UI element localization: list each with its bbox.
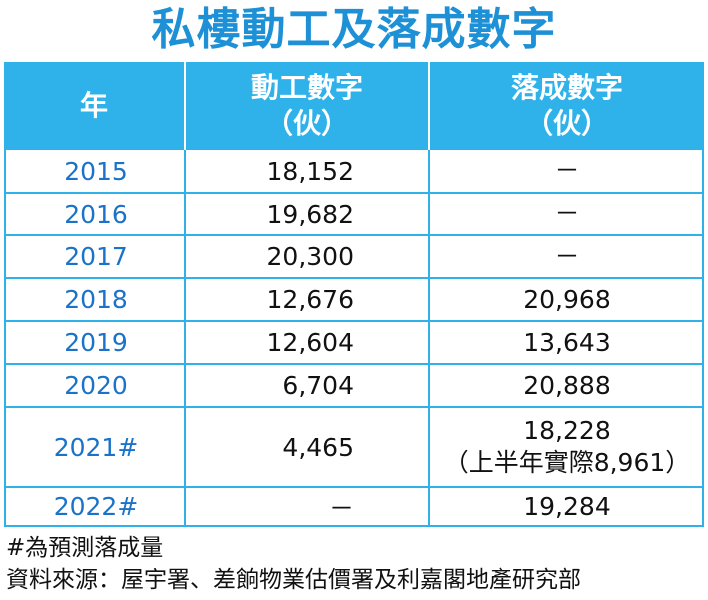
year-cell: 2021# xyxy=(53,432,139,462)
table-header: 年 動工數字 （伙） 落成數字 （伙） xyxy=(4,62,704,150)
completions-note: （上半年實際8,961） xyxy=(443,448,691,477)
completions-cell: 20,888 xyxy=(523,370,611,400)
footnotes: #為預測落成量 資料來源：屋宇署、差餉物業估價署及利嘉閣地產研究部 xyxy=(6,532,706,596)
year-cell: 2015 xyxy=(64,156,128,186)
header-starts-unit: （伙） xyxy=(264,107,349,140)
data-table: 年 動工數字 （伙） 落成數字 （伙） 2015 18,152 － 2016 xyxy=(4,62,704,527)
table-body: 2015 18,152 － 2016 19,682 － 2017 20,300 … xyxy=(4,150,704,527)
completions-cell: － xyxy=(554,241,580,271)
table-row: 2020 6,704 20,888 xyxy=(6,365,702,408)
header-year: 年 xyxy=(4,62,184,150)
completions-cell: 13,643 xyxy=(523,327,611,357)
starts-cell: 6,704 xyxy=(282,371,354,400)
completions-cell: 20,968 xyxy=(523,284,611,314)
header-divider xyxy=(184,62,186,150)
year-cell: 2016 xyxy=(64,199,128,229)
completions-cell: 19,284 xyxy=(523,491,611,521)
table-row: 2015 18,152 － xyxy=(6,150,702,194)
starts-cell: 4,465 xyxy=(282,432,354,462)
year-cell: 2022# xyxy=(53,492,139,521)
header-completions: 落成數字 （伙） xyxy=(430,62,704,150)
table-row: 2019 12,604 13,643 xyxy=(6,322,702,365)
source-note: 資料來源：屋宇署、差餉物業估價署及利嘉閣地產研究部 xyxy=(6,567,581,593)
page-title: 私樓動工及落成數字 xyxy=(151,4,557,55)
completions-cell: － xyxy=(554,156,580,185)
completions-value: 18,228 xyxy=(523,416,611,445)
completions-cell: 18,228 （上半年實際8,961） xyxy=(432,408,702,486)
header-starts-label: 動工數字 xyxy=(250,71,363,104)
starts-cell: 19,682 xyxy=(266,199,354,229)
completions-cell: － xyxy=(554,199,580,228)
year-cell: 2020 xyxy=(64,371,128,400)
header-completions-label: 落成數字 xyxy=(510,71,623,104)
column-divider xyxy=(184,150,186,527)
table-row: 2016 19,682 － xyxy=(6,194,702,236)
starts-cell: － xyxy=(328,493,354,523)
column-divider xyxy=(428,150,430,527)
header-divider xyxy=(428,62,430,150)
table-row: 2022# － 19,284 xyxy=(6,488,702,525)
starts-cell: 20,300 xyxy=(266,242,354,271)
table-row: 2017 20,300 － xyxy=(6,236,702,279)
starts-cell: 18,152 xyxy=(266,156,354,186)
year-cell: 2018 xyxy=(64,285,128,314)
header-year-label: 年 xyxy=(79,89,108,122)
starts-cell: 12,676 xyxy=(266,285,354,314)
header-completions-unit: （伙） xyxy=(524,107,609,140)
header-starts: 動工數字 （伙） xyxy=(186,62,428,150)
table-row: 2021# 4,465 18,228 （上半年實際8,961） xyxy=(6,408,702,488)
forecast-note: #為預測落成量 xyxy=(6,535,164,561)
table-row: 2018 12,676 20,968 xyxy=(6,279,702,322)
starts-cell: 12,604 xyxy=(266,328,354,357)
year-cell: 2019 xyxy=(64,328,128,357)
year-cell: 2017 xyxy=(64,242,128,271)
